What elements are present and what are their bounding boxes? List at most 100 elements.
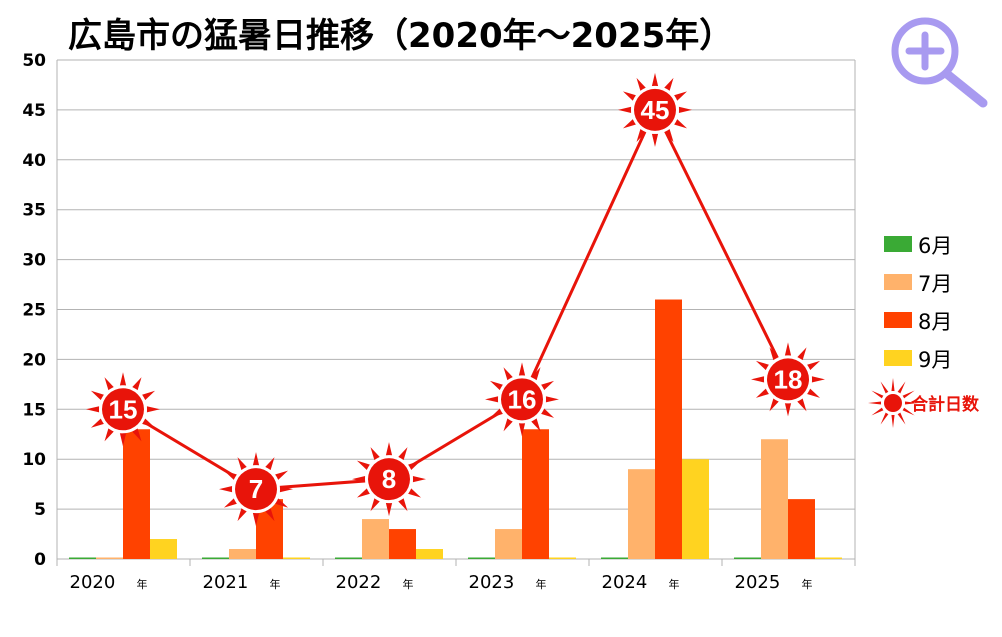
legend-swatch: [884, 312, 912, 328]
sun-ray: [797, 398, 807, 412]
sun-ray: [223, 470, 237, 480]
sun-core: [102, 388, 144, 431]
bar: [202, 557, 229, 559]
grid-lines: [56, 59, 856, 560]
total-marker: [219, 452, 293, 527]
bar: [734, 557, 761, 559]
sun-ray: [352, 476, 366, 483]
sun-ray: [807, 388, 821, 398]
sun-ray: [674, 119, 688, 129]
sun-core: [501, 378, 543, 421]
x-tick-label: 2025: [735, 572, 781, 593]
total-marker: [751, 342, 825, 417]
bar: [69, 557, 96, 559]
bar: [549, 557, 576, 559]
sun-core: [634, 88, 676, 131]
bar: [468, 557, 495, 559]
sun-ray: [636, 77, 646, 91]
legend-total-label: 合計日数: [911, 394, 980, 415]
sun-ray: [385, 442, 393, 456]
sun-ray: [279, 486, 293, 493]
sun-ray: [86, 406, 100, 413]
sun-ray: [664, 77, 674, 91]
sun-core: [235, 468, 277, 511]
bar: [761, 439, 788, 559]
total-marker: [618, 72, 692, 147]
bar: [229, 549, 256, 559]
total-marker: [352, 442, 426, 517]
bar: [788, 499, 815, 559]
x-axis: 2020 年 2021 年 2022 年 2023 年 2024 年 2025 年: [56, 559, 856, 593]
legend-label: 7月: [918, 272, 952, 296]
sun-ray: [412, 476, 426, 483]
bar: [335, 557, 362, 559]
total-data-label: 45: [641, 95, 670, 125]
sun-ray: [868, 401, 882, 405]
y-tick-label: 25: [22, 301, 46, 321]
y-axis: 0 5 10 15 20 25 30 35 40 45 50: [22, 51, 46, 570]
y-tick-label: 15: [22, 400, 46, 420]
sun-ray: [674, 91, 688, 101]
sun-ray: [518, 362, 526, 376]
sun-ray: [90, 390, 104, 401]
sun-core: [767, 358, 809, 401]
zoom-in-icon[interactable]: [891, 17, 988, 108]
sun-ray: [902, 407, 915, 416]
bar: [283, 557, 310, 559]
sun-ray: [219, 486, 233, 493]
sun-ray: [132, 377, 142, 391]
sun-ray: [142, 390, 156, 401]
sun-ray: [897, 412, 906, 425]
sun-ray: [811, 376, 825, 383]
legend-swatch: [884, 236, 912, 252]
sun-ray: [223, 498, 237, 508]
x-tick-unit: 年: [270, 577, 281, 591]
sun-ray: [237, 508, 247, 522]
sun-ray: [904, 401, 918, 405]
sun-ray: [622, 91, 636, 101]
legend-label: 9月: [918, 348, 952, 372]
bar: [150, 539, 177, 559]
bars: [69, 299, 842, 559]
sun-ray: [871, 407, 884, 416]
total-data-label: 7: [249, 474, 263, 504]
sun-ray: [769, 398, 779, 412]
sun-ray: [489, 380, 503, 391]
bar: [655, 299, 682, 559]
x-tick-label: 2021: [203, 572, 249, 593]
sun-ray: [398, 447, 408, 461]
sun-ray: [541, 380, 555, 391]
sun-ray: [531, 418, 541, 432]
y-tick-label: 10: [22, 450, 46, 470]
bar: [815, 557, 842, 559]
sun-ray: [503, 418, 513, 432]
y-tick-label: 0: [34, 550, 46, 570]
sun-ray: [275, 498, 289, 508]
sun-ray: [370, 498, 380, 512]
bar: [495, 529, 522, 559]
bar: [628, 469, 655, 559]
sun-ray: [485, 396, 499, 403]
x-tick-label: 2023: [469, 572, 515, 593]
sun-core: [884, 394, 902, 412]
sun-ray: [664, 128, 674, 142]
sun-ray: [891, 378, 895, 392]
x-tick-unit: 年: [802, 577, 813, 591]
sun-core: [368, 458, 410, 501]
sun-ray: [518, 423, 526, 437]
sun-ray: [398, 498, 408, 512]
sun-ray: [275, 470, 289, 480]
total-marker: [485, 362, 559, 437]
x-tick-label: 2020: [70, 572, 116, 593]
sun-ray: [252, 452, 260, 466]
sun-ray: [531, 367, 541, 381]
sun-ray: [370, 447, 380, 461]
bar: [96, 557, 123, 559]
sun-ray: [356, 460, 370, 470]
total-line: 15 7 8 16 45 18: [86, 72, 825, 527]
sun-ray: [784, 403, 792, 417]
sun-ray: [751, 376, 765, 383]
sun-ray: [408, 460, 422, 470]
sun-ray: [356, 488, 370, 498]
